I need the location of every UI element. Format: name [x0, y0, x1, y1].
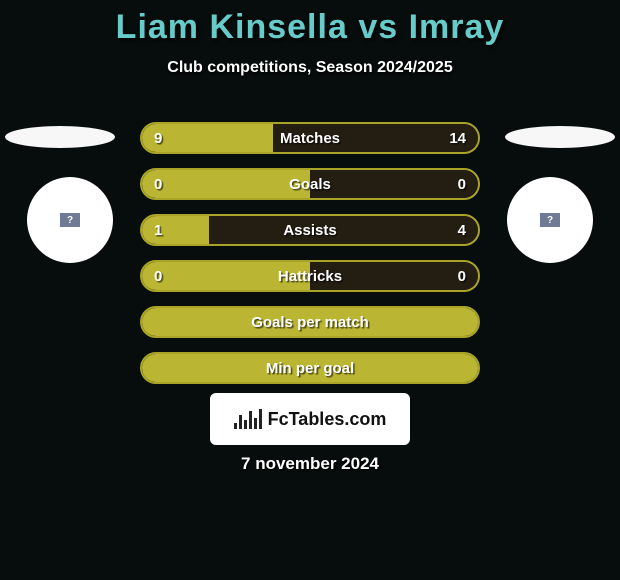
comparison-bars: 914Matches 00Goals 14Assists 00Hattricks Goa…	[140, 122, 480, 398]
bar-mid-label: Goals	[142, 170, 478, 198]
bar-mid-label: Matches	[142, 124, 478, 152]
bar-mid-label: Goals per match	[142, 308, 478, 336]
bar-row: Goals per match	[140, 306, 480, 338]
branding-box: FcTables.com	[210, 393, 410, 445]
title-vs: vs	[348, 8, 409, 46]
footer-date: 7 november 2024	[0, 454, 620, 474]
bar-row: 914Matches	[140, 122, 480, 154]
bar-row: 00Hattricks	[140, 260, 480, 292]
page-title: Liam Kinsella vs Imray	[0, 0, 620, 47]
player-right-ellipse	[505, 126, 615, 148]
title-right-name: Imray	[409, 8, 505, 46]
player-left-ellipse	[5, 126, 115, 148]
bar-row: 14Assists	[140, 214, 480, 246]
club-badge-left	[27, 177, 113, 263]
brand-logo-icon	[234, 409, 262, 429]
bar-mid-label: Hattricks	[142, 262, 478, 290]
bar-row: Min per goal	[140, 352, 480, 384]
placeholder-icon	[540, 213, 560, 227]
subtitle: Club competitions, Season 2024/2025	[0, 59, 620, 77]
club-badge-right	[507, 177, 593, 263]
placeholder-icon	[60, 213, 80, 227]
bar-mid-label: Min per goal	[142, 354, 478, 382]
bar-mid-label: Assists	[142, 216, 478, 244]
bar-row: 00Goals	[140, 168, 480, 200]
brand-text: FcTables.com	[268, 409, 387, 430]
title-left-name: Liam Kinsella	[116, 8, 348, 46]
